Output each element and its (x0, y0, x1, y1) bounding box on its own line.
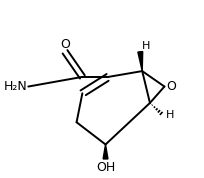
Text: H: H (165, 111, 174, 121)
Text: O: O (166, 80, 176, 93)
Text: H: H (142, 41, 151, 51)
Text: OH: OH (96, 161, 115, 174)
Text: O: O (60, 38, 70, 51)
Polygon shape (138, 52, 143, 71)
Polygon shape (103, 145, 108, 159)
Text: H₂N: H₂N (4, 80, 27, 93)
